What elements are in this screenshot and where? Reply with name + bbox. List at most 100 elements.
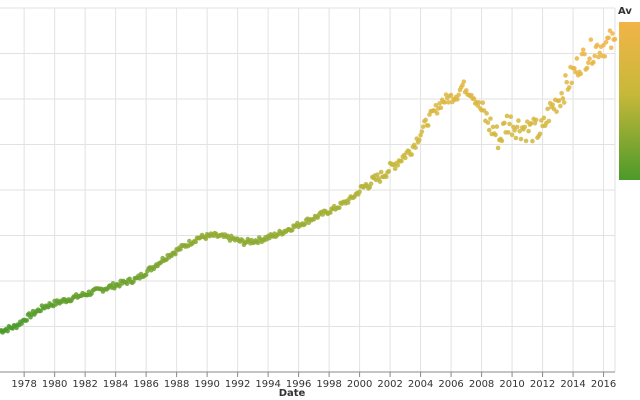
- data-point: [476, 100, 482, 105]
- data-point: [173, 251, 178, 257]
- data-point: [302, 221, 308, 227]
- x-tick-label: 1998: [316, 379, 341, 390]
- data-point: [592, 53, 597, 59]
- data-point: [490, 124, 496, 130]
- data-point: [448, 92, 454, 98]
- data-point: [486, 127, 492, 133]
- data-point: [494, 124, 500, 129]
- data-point: [578, 71, 583, 77]
- x-tick-label: 1982: [72, 379, 97, 390]
- data-point: [446, 100, 451, 105]
- data-point: [537, 131, 543, 137]
- data-point: [357, 189, 362, 195]
- data-point: [488, 116, 493, 121]
- data-point: [516, 118, 521, 123]
- data-point: [38, 308, 43, 314]
- data-point: [392, 166, 398, 172]
- x-tick-label: 2008: [469, 379, 494, 390]
- data-point: [423, 117, 428, 123]
- data-point: [608, 45, 614, 50]
- data-point: [413, 145, 418, 150]
- data-point: [586, 60, 591, 66]
- data-point: [522, 124, 528, 130]
- data-point: [5, 328, 10, 334]
- data-point: [580, 47, 586, 53]
- data-point: [437, 101, 442, 106]
- data-point: [480, 100, 486, 105]
- data-point: [560, 96, 566, 101]
- data-points: [0, 28, 618, 335]
- x-tick-label: 1980: [42, 379, 67, 390]
- data-point: [336, 205, 342, 211]
- data-point: [289, 227, 295, 233]
- x-tick-label: 2010: [499, 379, 524, 390]
- data-point: [504, 113, 510, 119]
- data-point: [433, 102, 439, 108]
- data-point: [610, 31, 615, 36]
- data-point: [124, 281, 130, 287]
- x-tick-label: 2004: [408, 379, 433, 390]
- data-point: [518, 136, 524, 142]
- data-point: [143, 272, 149, 278]
- data-point: [395, 163, 401, 168]
- data-point: [582, 51, 587, 57]
- data-point: [561, 100, 567, 105]
- data-point: [368, 181, 374, 187]
- data-point: [602, 54, 608, 59]
- data-point: [455, 96, 460, 102]
- data-point: [419, 129, 425, 134]
- data-point: [386, 168, 392, 174]
- x-tick-label: 2000: [347, 379, 372, 390]
- x-tick-label: 1990: [194, 379, 219, 390]
- data-point: [509, 132, 515, 138]
- data-point: [603, 39, 609, 45]
- x-tick-label: 2012: [530, 379, 555, 390]
- x-tick-label: 1978: [11, 379, 36, 390]
- data-point: [530, 138, 535, 144]
- data-point: [461, 79, 467, 84]
- data-point: [606, 35, 611, 41]
- data-point: [569, 80, 575, 86]
- data-point: [203, 236, 209, 242]
- x-tick-label: 1984: [103, 379, 128, 390]
- data-point: [484, 111, 489, 116]
- data-point: [587, 56, 592, 62]
- data-point: [545, 106, 550, 112]
- x-axis-title: Date: [279, 388, 306, 399]
- data-point: [456, 92, 462, 98]
- data-point: [493, 132, 498, 138]
- data-point: [512, 127, 517, 133]
- data-point: [507, 121, 512, 127]
- data-point: [399, 158, 404, 164]
- data-point: [513, 135, 519, 141]
- x-tick-label: 2002: [377, 379, 402, 390]
- x-tick-label: 2006: [438, 379, 463, 390]
- data-point: [508, 114, 514, 120]
- data-point: [596, 54, 601, 60]
- data-point: [528, 121, 534, 126]
- data-point: [594, 42, 600, 48]
- x-tick-label: 1992: [225, 379, 250, 390]
- data-point: [377, 179, 383, 184]
- data-point: [471, 96, 477, 101]
- data-point: [378, 169, 384, 175]
- data-point: [563, 73, 568, 78]
- data-point: [409, 152, 414, 157]
- data-point: [559, 90, 564, 96]
- data-point: [564, 79, 570, 85]
- data-point: [418, 132, 423, 138]
- x-tick-label: 1986: [133, 379, 158, 390]
- data-point: [556, 98, 562, 103]
- data-point: [588, 37, 594, 42]
- data-point: [178, 246, 183, 252]
- data-point: [345, 200, 351, 205]
- data-point: [434, 111, 440, 116]
- x-tick-label: 2014: [560, 379, 585, 390]
- data-point: [550, 102, 556, 107]
- data-point: [523, 138, 529, 144]
- data-point: [572, 65, 577, 71]
- data-point: [573, 69, 578, 75]
- data-point: [505, 130, 511, 135]
- data-point: [502, 120, 507, 126]
- data-point: [193, 239, 198, 245]
